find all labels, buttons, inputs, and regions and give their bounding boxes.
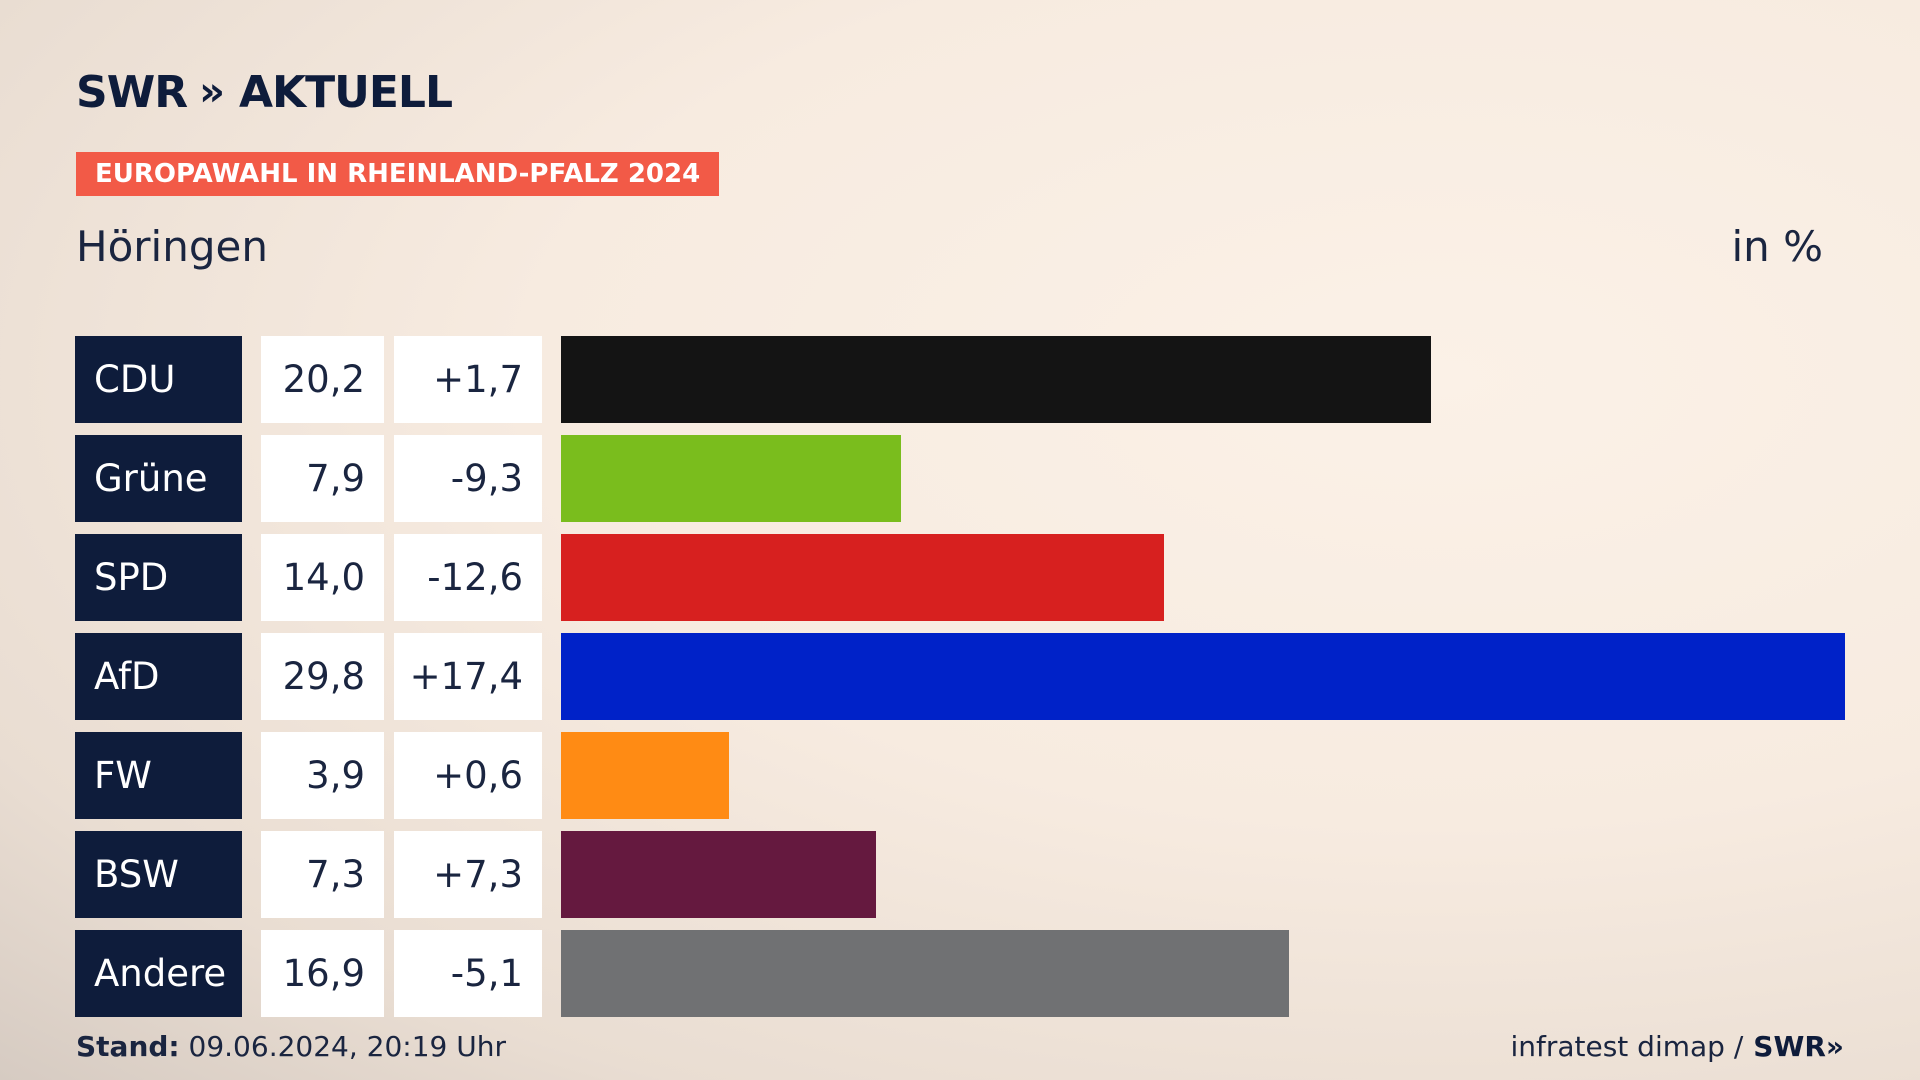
bar-cdu — [561, 336, 1431, 423]
party-label: Andere — [75, 930, 242, 1017]
timestamp-value: 09.06.2024, 20:19 Uhr — [188, 1030, 506, 1063]
vote-share-label: 3,9 — [261, 732, 384, 819]
source-credit: infratest dimap / SWR» — [1510, 1030, 1844, 1063]
bar-bsw — [561, 831, 876, 918]
party-label: BSW — [75, 831, 242, 918]
source-chevron-icon: » — [1825, 1030, 1844, 1063]
party-label: SPD — [75, 534, 242, 621]
source-brand: SWR» — [1753, 1030, 1844, 1063]
chart-subtitle: Höringen — [76, 222, 268, 271]
vote-change-label: +17,4 — [394, 633, 542, 720]
unit-label: in % — [1731, 222, 1823, 271]
vote-change-label: +7,3 — [394, 831, 542, 918]
timestamp-label: Stand: — [76, 1030, 180, 1063]
bar-grüne — [561, 435, 901, 522]
party-label: Grüne — [75, 435, 242, 522]
bar-fw — [561, 732, 729, 819]
vote-share-label: 20,2 — [261, 336, 384, 423]
vote-change-label: -9,3 — [394, 435, 542, 522]
vote-change-label: -12,6 — [394, 534, 542, 621]
vote-share-label: 7,3 — [261, 831, 384, 918]
logo-section: AKTUELL — [238, 66, 453, 118]
election-badge: EUROPAWAHL IN RHEINLAND-PFALZ 2024 — [76, 152, 720, 196]
source-text: infratest dimap / — [1510, 1030, 1744, 1063]
party-label: CDU — [75, 336, 242, 423]
party-label: AfD — [75, 633, 242, 720]
vote-change-label: +1,7 — [394, 336, 542, 423]
vote-change-label: +0,6 — [394, 732, 542, 819]
timestamp: Stand: 09.06.2024, 20:19 Uhr — [76, 1030, 506, 1063]
vote-share-label: 7,9 — [261, 435, 384, 522]
logo-brand: SWR — [76, 66, 188, 118]
vote-share-label: 14,0 — [261, 534, 384, 621]
swr-aktuell-logo: SWR» AKTUELL — [76, 66, 453, 118]
bar-andere — [561, 930, 1289, 1017]
bar-afd — [561, 633, 1845, 720]
vote-change-label: -5,1 — [394, 930, 542, 1017]
bar-spd — [561, 534, 1164, 621]
vote-share-label: 29,8 — [261, 633, 384, 720]
vote-share-label: 16,9 — [261, 930, 384, 1017]
party-label: FW — [75, 732, 242, 819]
